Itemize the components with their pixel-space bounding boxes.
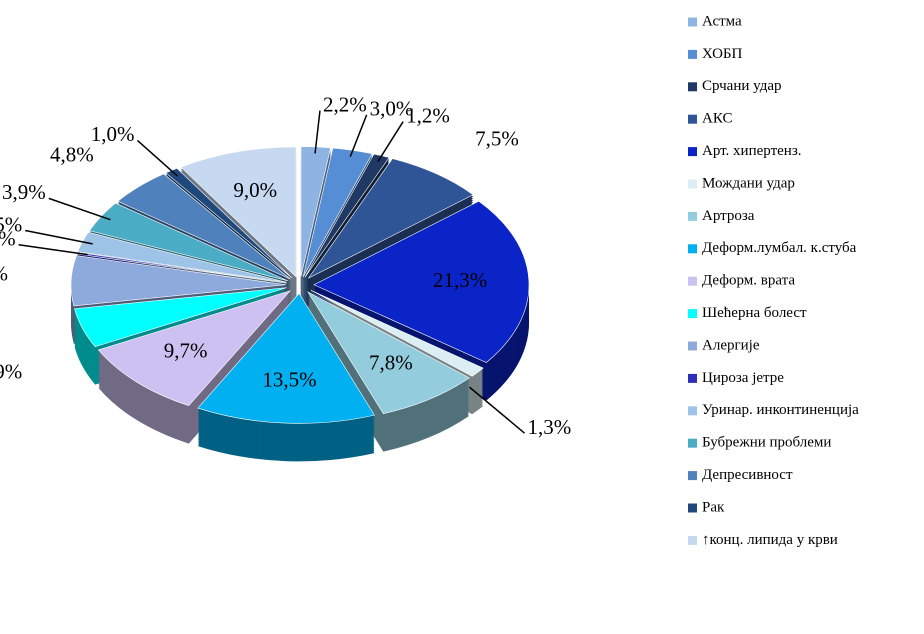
slice-top — [197, 292, 375, 424]
data-label: 1,0% — [91, 122, 135, 146]
legend-swatch — [688, 438, 697, 448]
leader-line — [377, 121, 404, 163]
leader-line — [349, 114, 368, 157]
pie-slice — [97, 290, 291, 444]
data-label: 3,9% — [2, 180, 46, 204]
data-label: 3,0% — [370, 97, 414, 121]
data-label: 4,8% — [50, 142, 94, 166]
legend-label: ↑конц. липида у крви — [702, 532, 838, 548]
legend-swatch — [688, 471, 697, 481]
pie-slice — [307, 291, 470, 452]
slice-top — [308, 158, 474, 279]
leader-line — [25, 229, 93, 245]
slice-top — [117, 173, 291, 280]
data-label: 13,5% — [262, 367, 316, 391]
legend-label: Астма — [702, 13, 742, 29]
legend-swatch — [688, 244, 697, 254]
legend-label: Шећерна болест — [702, 305, 807, 321]
legend-label: Артроза — [702, 208, 755, 224]
slice-top — [180, 146, 297, 278]
legend-swatch — [688, 179, 697, 189]
data-label: 6,2% — [0, 261, 8, 285]
leader-line — [18, 243, 88, 256]
legend-label: ХОБП — [702, 46, 743, 62]
slice-top — [313, 200, 530, 363]
data-label: 2,2% — [323, 92, 367, 116]
legend-swatch — [688, 503, 697, 513]
legend-swatch — [688, 309, 697, 319]
legend-label: Срчани удар — [702, 78, 781, 94]
legend-label: Деформ.лумбал. к.стуба — [702, 240, 857, 256]
data-label: 1,2% — [406, 103, 450, 127]
pie-slice — [313, 200, 530, 401]
legend-label: Бубрежни проблеми — [702, 435, 831, 451]
legend-swatch — [688, 147, 697, 157]
data-label: 0,2% — [0, 227, 16, 251]
legend-swatch — [688, 406, 697, 416]
slice-top — [307, 291, 470, 415]
slice-top — [70, 255, 287, 307]
data-label: 4,9% — [0, 359, 22, 383]
legend-swatch — [688, 114, 697, 124]
legend-label: Арт. хипертенз. — [702, 143, 802, 159]
data-label: 1,3% — [528, 415, 572, 439]
legend-label: Депресивност — [702, 467, 793, 483]
legend-swatch — [688, 276, 697, 286]
data-label: 2,5% — [0, 212, 22, 236]
legend-label: Уринар. инконтиненција — [702, 402, 859, 418]
data-label: 9,7% — [164, 339, 208, 363]
legend-label: Цироза јетре — [702, 370, 784, 386]
data-label: 21,3% — [433, 268, 487, 292]
leader-line — [468, 386, 526, 434]
leader-line — [48, 197, 111, 221]
legend-swatch — [688, 211, 697, 221]
legend-label: Деформ. врата — [702, 273, 795, 289]
data-label: 7,5% — [475, 126, 519, 150]
leader-line — [314, 110, 321, 154]
legend-swatch — [688, 82, 697, 92]
data-label: 9,0% — [233, 178, 277, 202]
slice-top — [74, 287, 287, 347]
legend-swatch — [688, 341, 697, 351]
slice-top — [97, 290, 291, 406]
legend-label: Алергије — [702, 337, 760, 353]
slice-top — [310, 290, 484, 377]
pie-slice — [197, 292, 375, 462]
legend-swatch — [688, 17, 697, 27]
legend-label: Рак — [702, 499, 725, 515]
data-label: 7,8% — [369, 351, 413, 375]
leader-line — [136, 139, 178, 177]
legend-swatch — [688, 49, 697, 59]
legend-label: АКС — [702, 111, 732, 127]
legend-swatch — [688, 373, 697, 383]
legend-swatch — [688, 535, 697, 545]
legend-label: Мождани удар — [702, 175, 795, 191]
